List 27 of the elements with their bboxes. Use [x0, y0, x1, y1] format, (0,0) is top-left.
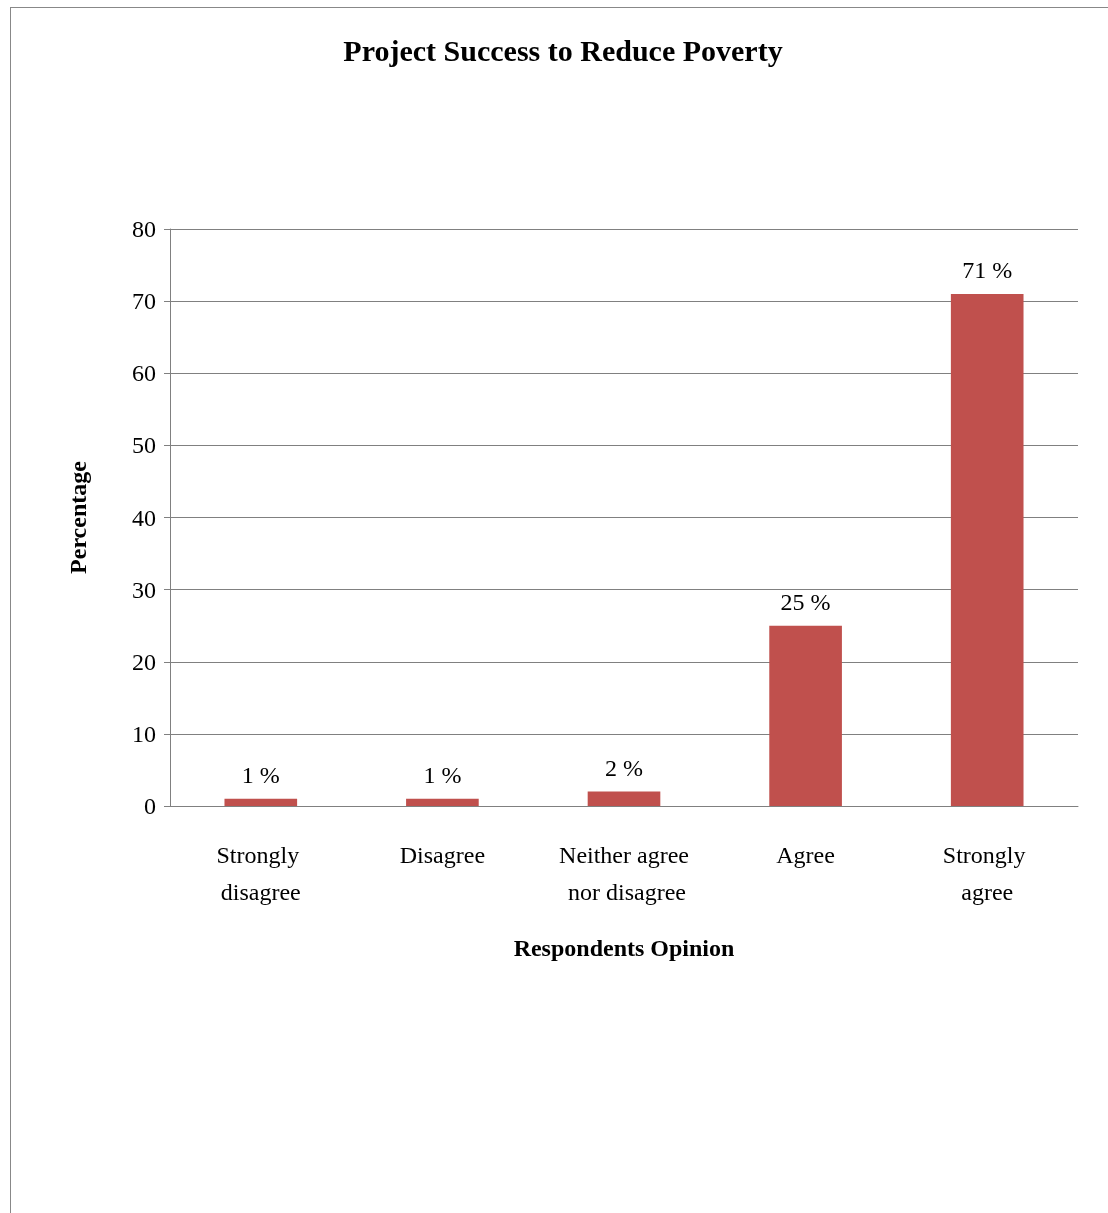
bar: [224, 798, 298, 806]
chart-title: Project Success to Reduce Poverty: [343, 33, 783, 67]
data-label: 71 %: [962, 256, 1013, 283]
x-tick-label: Disagree: [399, 841, 486, 868]
x-axis-title: Respondents Opinion: [513, 935, 735, 961]
bar: [950, 293, 1024, 806]
y-tick-label: 0: [144, 793, 156, 819]
x-tick-label: Strongly disagree: [216, 841, 306, 905]
y-tick-label: 20: [132, 648, 156, 675]
x-tick-label: Agree: [776, 841, 835, 868]
bar: [769, 625, 842, 806]
data-label: 1 %: [423, 761, 462, 788]
y-tick-label: 30: [132, 576, 156, 603]
x-tick-label: Neither agree nor disagree: [559, 841, 689, 905]
x-tick-label: Strongly agree: [942, 841, 1032, 905]
y-tick-label: 10: [132, 720, 156, 747]
data-label: 25 %: [780, 588, 831, 615]
y-axis-title: Percentage: [65, 460, 91, 574]
y-tick-label: 70: [132, 288, 156, 315]
data-label: 2 %: [605, 754, 643, 781]
y-tick-label: 50: [132, 432, 156, 459]
y-tick-label: 40: [132, 504, 156, 531]
data-label: 1 %: [241, 761, 280, 788]
y-tick-label: 60: [132, 360, 156, 387]
bar: [406, 798, 479, 806]
y-tick-label: 80: [132, 216, 156, 242]
bar: [587, 791, 661, 806]
